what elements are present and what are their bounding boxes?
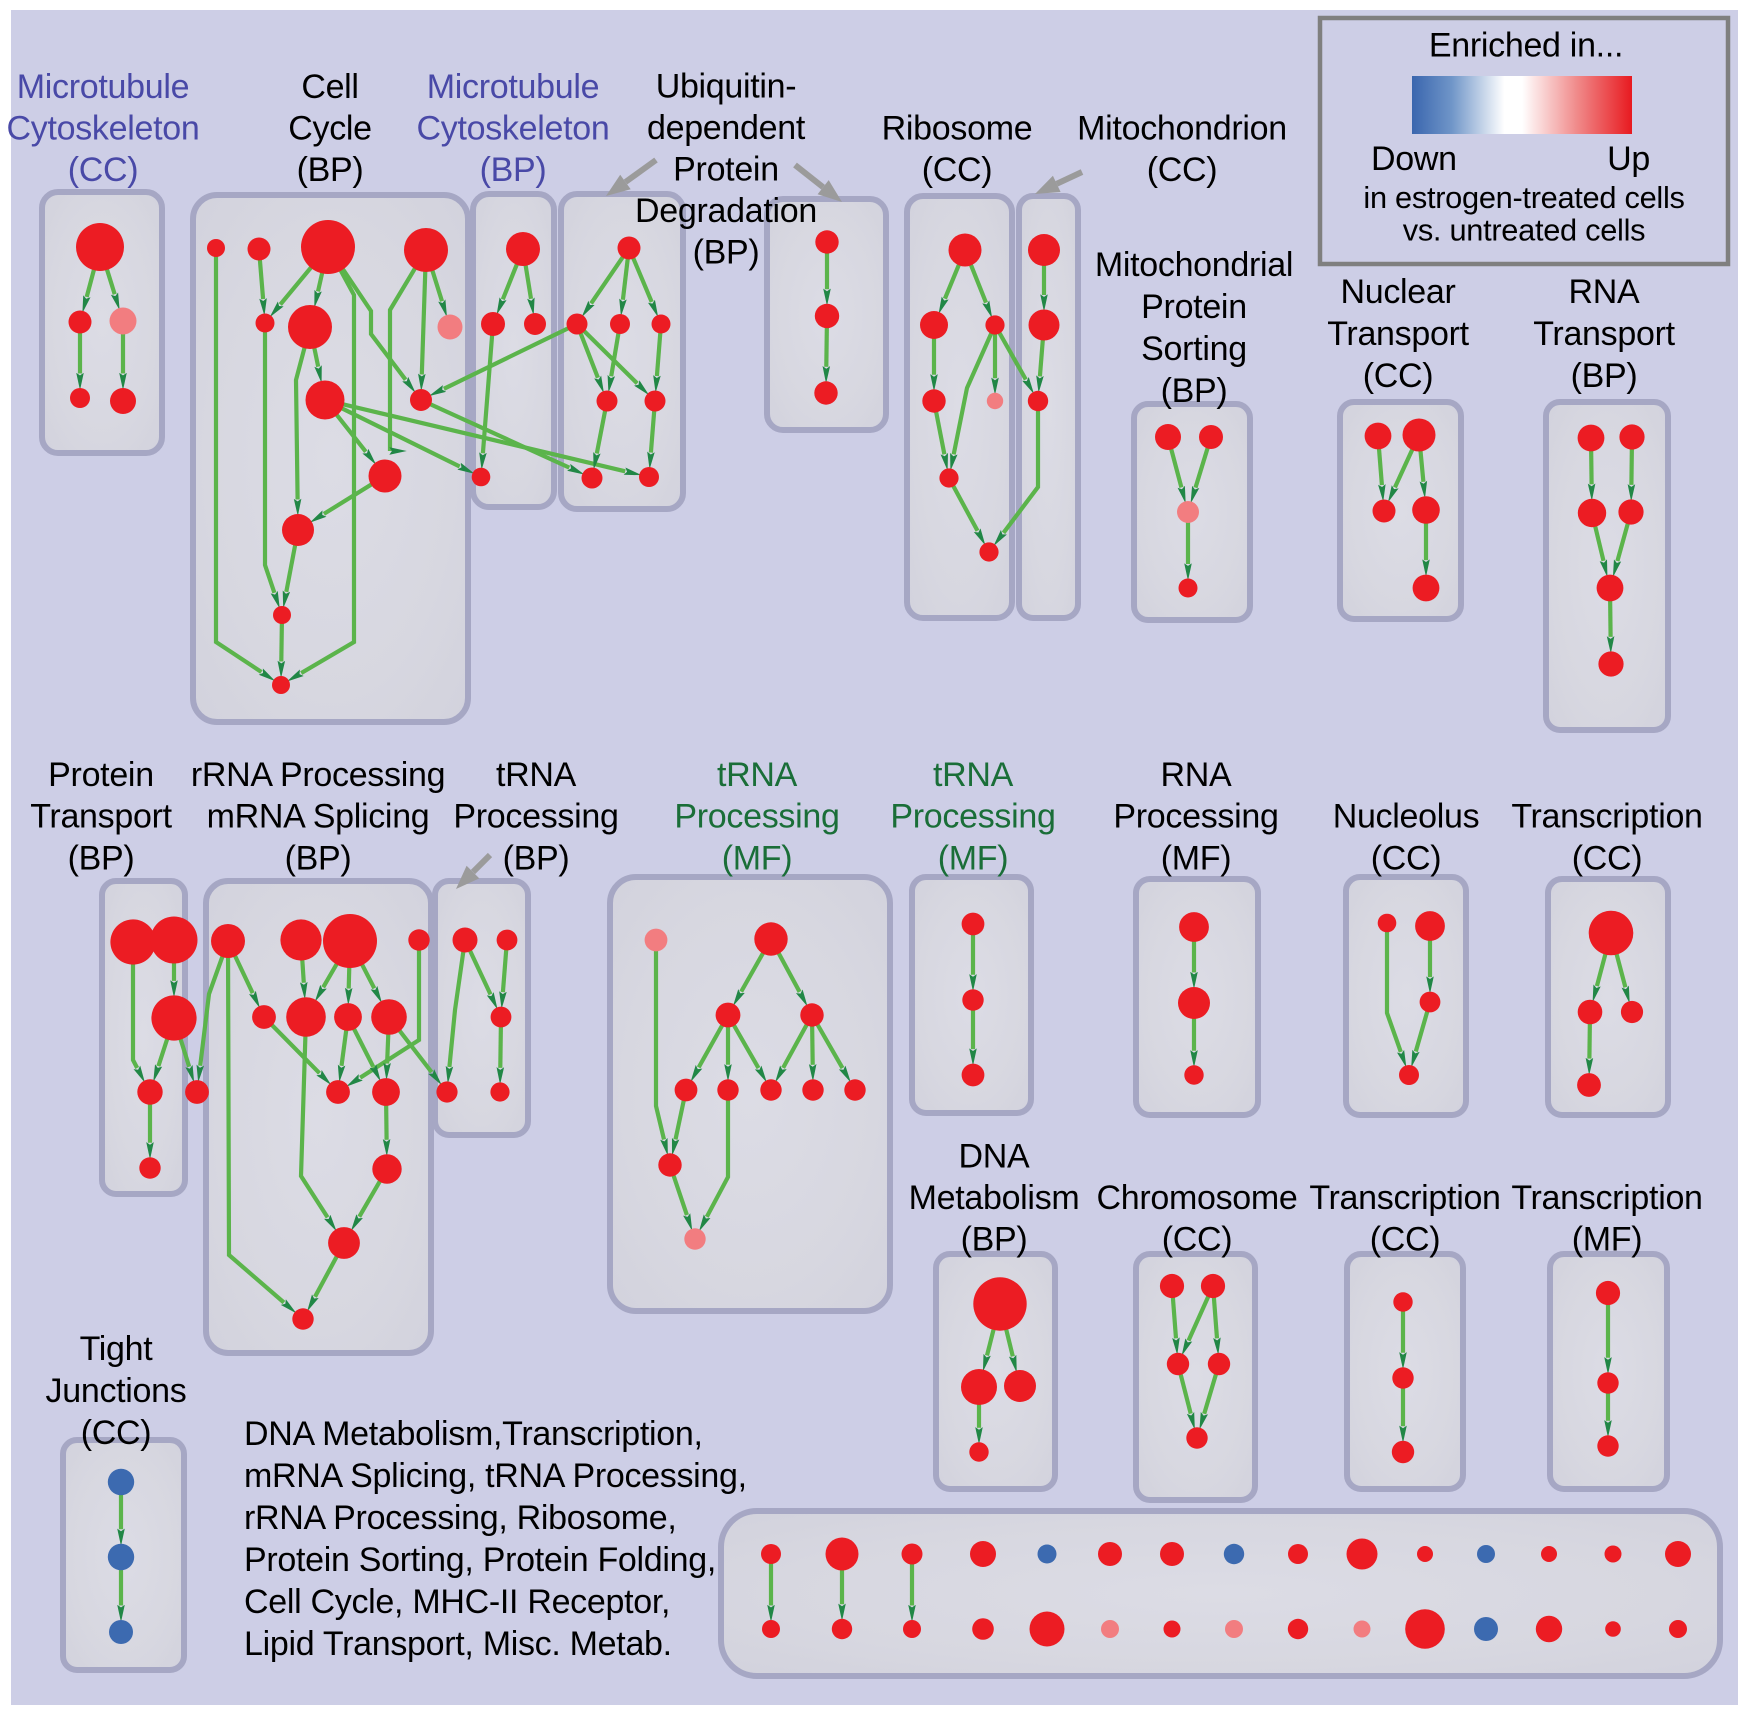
- svg-text:(CC): (CC): [1370, 1221, 1441, 1259]
- svg-text:Processing: Processing: [1113, 798, 1278, 836]
- svg-text:mRNA Splicing, tRNA Processing: mRNA Splicing, tRNA Processing,: [244, 1457, 747, 1495]
- svg-text:(MF): (MF): [722, 839, 793, 877]
- svg-text:(MF): (MF): [1572, 1221, 1643, 1259]
- svg-text:Protein: Protein: [673, 151, 779, 189]
- svg-text:Mitochondrial: Mitochondrial: [1095, 246, 1293, 284]
- svg-text:Cycle: Cycle: [288, 110, 372, 148]
- svg-text:(MF): (MF): [1161, 839, 1232, 877]
- svg-text:Nuclear: Nuclear: [1340, 273, 1455, 311]
- svg-text:mRNA Splicing: mRNA Splicing: [207, 798, 430, 836]
- svg-text:(CC): (CC): [1572, 839, 1643, 877]
- svg-text:rRNA Processing, Ribosome,: rRNA Processing, Ribosome,: [244, 1499, 676, 1537]
- svg-text:Protein: Protein: [1141, 288, 1247, 326]
- svg-text:Transcription: Transcription: [1511, 798, 1702, 836]
- svg-text:(CC): (CC): [81, 1414, 152, 1452]
- svg-text:(CC): (CC): [68, 151, 139, 189]
- svg-text:(BP): (BP): [693, 234, 760, 272]
- svg-text:vs. untreated cells: vs. untreated cells: [1403, 213, 1646, 248]
- svg-text:Protein Sorting, Protein Foldi: Protein Sorting, Protein Folding,: [244, 1541, 716, 1579]
- svg-text:tRNA: tRNA: [933, 756, 1014, 794]
- svg-text:RNA: RNA: [1569, 273, 1641, 311]
- svg-text:Down: Down: [1371, 140, 1457, 178]
- svg-text:DNA: DNA: [959, 1138, 1031, 1176]
- svg-text:Sorting: Sorting: [1141, 330, 1247, 368]
- svg-text:Ribosome: Ribosome: [882, 110, 1033, 148]
- svg-text:(CC): (CC): [922, 151, 993, 189]
- svg-text:(BP): (BP): [961, 1221, 1028, 1259]
- svg-text:Chromosome: Chromosome: [1096, 1179, 1297, 1217]
- svg-text:(CC): (CC): [1363, 357, 1434, 395]
- svg-text:in estrogen-treated cells: in estrogen-treated cells: [1363, 180, 1684, 215]
- svg-text:(BP): (BP): [480, 151, 547, 189]
- svg-text:Degradation: Degradation: [635, 192, 817, 230]
- svg-text:Transcription: Transcription: [1511, 1179, 1702, 1217]
- svg-text:Ubiquitin-: Ubiquitin-: [656, 68, 797, 106]
- svg-text:Processing: Processing: [890, 798, 1055, 836]
- svg-text:Tight: Tight: [80, 1330, 154, 1368]
- svg-text:tRNA: tRNA: [496, 756, 577, 794]
- svg-text:DNA Metabolism,Transcription,: DNA Metabolism,Transcription,: [244, 1415, 703, 1453]
- svg-text:(BP): (BP): [68, 839, 135, 877]
- svg-text:Metabolism: Metabolism: [909, 1179, 1080, 1217]
- svg-text:Mitochondrion: Mitochondrion: [1077, 110, 1287, 148]
- svg-text:Lipid Transport, Misc. Metab.: Lipid Transport, Misc. Metab.: [244, 1625, 672, 1663]
- svg-text:(MF): (MF): [938, 839, 1009, 877]
- svg-text:(BP): (BP): [1571, 357, 1638, 395]
- svg-text:Processing: Processing: [674, 798, 839, 836]
- svg-text:Cytoskeleton: Cytoskeleton: [7, 110, 200, 148]
- svg-text:tRNA: tRNA: [717, 756, 798, 794]
- svg-text:Junctions: Junctions: [46, 1372, 187, 1410]
- svg-text:Transport: Transport: [30, 798, 172, 836]
- svg-text:Cytoskeleton: Cytoskeleton: [417, 110, 610, 148]
- svg-text:(BP): (BP): [1161, 372, 1228, 410]
- svg-text:(CC): (CC): [1147, 151, 1218, 189]
- svg-text:Protein: Protein: [48, 756, 154, 794]
- svg-text:(CC): (CC): [1371, 839, 1442, 877]
- svg-text:Transcription: Transcription: [1309, 1179, 1500, 1217]
- svg-text:Processing: Processing: [453, 798, 618, 836]
- svg-text:Nucleolus: Nucleolus: [1333, 798, 1480, 836]
- svg-text:(BP): (BP): [285, 839, 352, 877]
- svg-text:(BP): (BP): [297, 151, 364, 189]
- svg-text:dependent: dependent: [647, 109, 806, 147]
- svg-text:Cell Cycle, MHC-II Receptor,: Cell Cycle, MHC-II Receptor,: [244, 1583, 670, 1621]
- svg-text:Microtubule: Microtubule: [17, 68, 189, 106]
- svg-text:Up: Up: [1607, 140, 1650, 178]
- svg-text:Transport: Transport: [1533, 315, 1675, 353]
- svg-text:Cell: Cell: [301, 68, 358, 106]
- svg-text:(CC): (CC): [1162, 1221, 1233, 1259]
- svg-text:Enriched in...: Enriched in...: [1429, 27, 1623, 65]
- svg-text:Microtubule: Microtubule: [427, 68, 599, 106]
- svg-text:Transport: Transport: [1327, 315, 1469, 353]
- svg-text:RNA: RNA: [1161, 756, 1233, 794]
- svg-text:rRNA Processing: rRNA Processing: [191, 756, 445, 794]
- svg-text:(BP): (BP): [503, 839, 570, 877]
